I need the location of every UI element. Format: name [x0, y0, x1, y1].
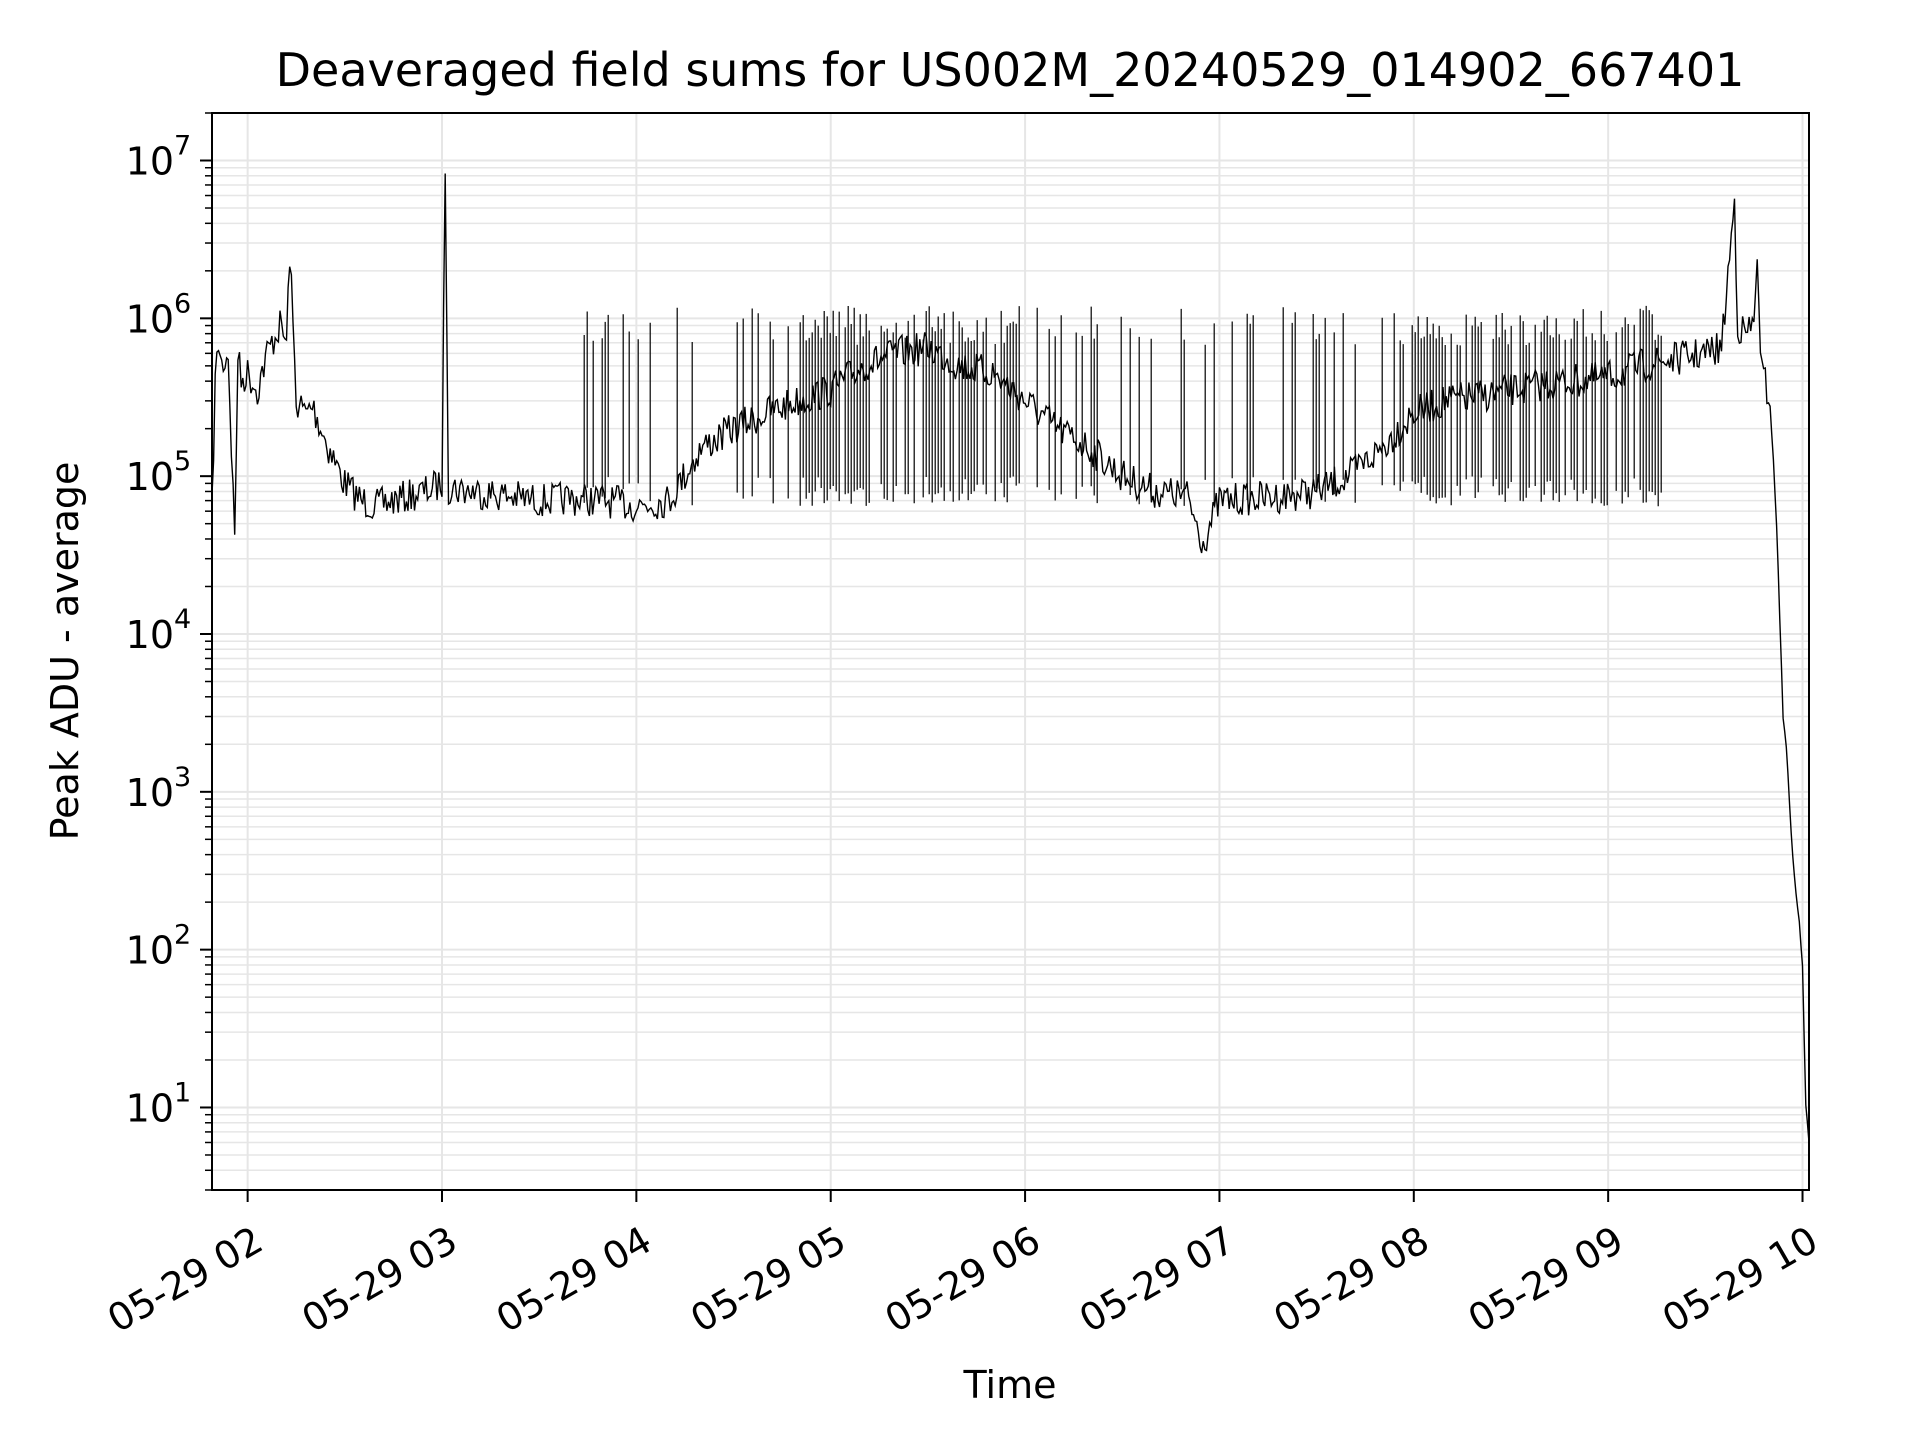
- y-tick-label: 10: [126, 613, 174, 657]
- y-tick-label-exponent: 6: [174, 288, 191, 319]
- y-tick-label-exponent: 1: [174, 1077, 191, 1108]
- y-tick-label-exponent: 2: [174, 920, 191, 951]
- y-axis-label: Peak ADU - average: [43, 462, 87, 841]
- series-spikes: [583, 305, 1662, 507]
- y-tick-label: 10: [126, 1086, 174, 1130]
- grid: [212, 112, 1809, 1191]
- y-tick-label: 10: [126, 297, 174, 341]
- y-tick-label: 10: [126, 140, 174, 184]
- plot-area-frame: [211, 112, 1810, 1191]
- series-layer: [211, 173, 1810, 1143]
- y-tick-label-exponent: 3: [174, 762, 191, 793]
- y-tick-label: 10: [126, 771, 174, 815]
- x-axis-label: Time: [963, 1363, 1057, 1407]
- y-tick-label-exponent: 7: [174, 131, 191, 162]
- y-tick-label-exponent: 5: [174, 446, 191, 477]
- chart-title: Deaveraged field sums for US002M_2024052…: [276, 43, 1745, 97]
- y-tick-label-exponent: 4: [174, 604, 191, 635]
- y-tick-label: 10: [126, 455, 174, 499]
- y-tick-label: 10: [126, 929, 174, 973]
